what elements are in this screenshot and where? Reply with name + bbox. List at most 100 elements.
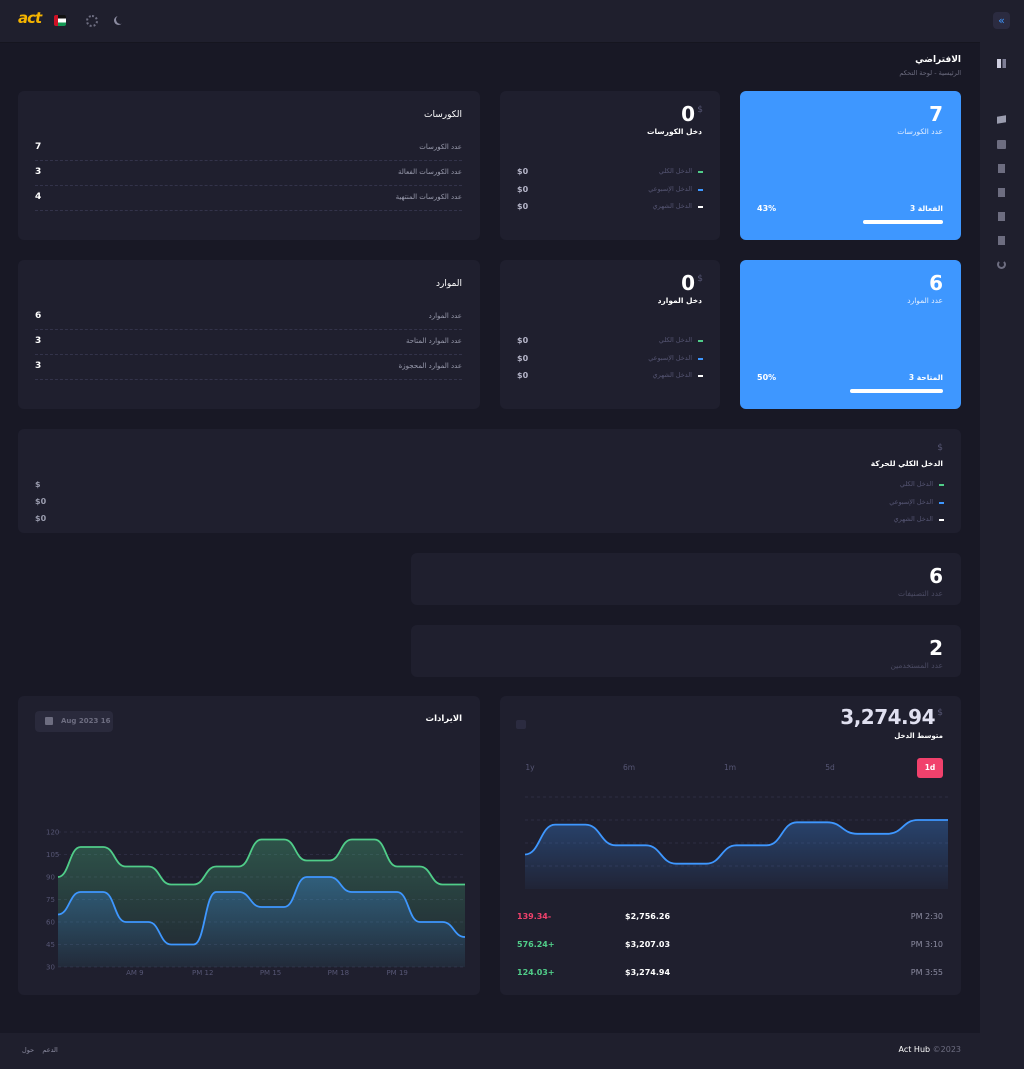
summary-card: 6 عدد الموارد المتاحة 3 50%	[740, 260, 961, 409]
price: $3,274.94	[625, 968, 671, 977]
row-label: الدخل الإسبوعي	[648, 184, 692, 193]
card-title: الدخل الكلي للحركة	[870, 459, 943, 468]
row-label: الدخل الشهري	[652, 202, 692, 210]
brand[interactable]: Act Hub	[898, 1045, 931, 1054]
revenue-card: الايرادات Aug 2023 16	[18, 696, 480, 995]
separator	[35, 329, 462, 330]
row-label: عدد الكورسات	[419, 143, 462, 151]
legend-label: الدخل الشهري	[893, 515, 933, 523]
sidebar	[980, 0, 1024, 1069]
legend-dash	[698, 188, 703, 191]
date-label: Aug 2023 16	[61, 717, 111, 725]
row-label: الدخل الكلي	[658, 167, 692, 175]
card-percent: 50%	[757, 373, 777, 382]
row-label: الدخل الكلي	[658, 336, 692, 344]
currency: $	[697, 105, 703, 115]
legend-dash	[698, 340, 703, 342]
legend-dash	[698, 171, 703, 173]
separator	[35, 354, 462, 355]
row-value: 3	[35, 361, 42, 371]
legend-dash	[939, 484, 944, 486]
range-button[interactable]: 5d	[825, 763, 835, 772]
breadcrumb-item[interactable]: الرئيسية	[938, 69, 961, 77]
income-card: 0 $ دخل الموارد الدخل الكلي $0 الدخل الإسبوعي…	[500, 260, 720, 409]
card-value: 0	[681, 271, 695, 295]
card-value: 7	[929, 102, 943, 126]
range-button[interactable]: 1d	[917, 758, 943, 778]
range-button[interactable]: 6m	[622, 763, 636, 772]
time: PM 2:30	[910, 912, 943, 921]
card-value: 0	[681, 102, 695, 126]
list-card: الموارد عدد الموارد 6 عدد الموارد المتاحة 3 ع…	[18, 260, 480, 409]
logo: act	[18, 9, 42, 27]
footer-link[interactable]: حول	[22, 1046, 35, 1054]
sidebar-icon[interactable]	[998, 164, 1005, 173]
breadcrumb-item: لوحة التحكم	[899, 69, 933, 77]
flag-icon[interactable]	[54, 15, 66, 26]
sidebar-icon[interactable]	[998, 212, 1005, 221]
theme-icon[interactable]	[116, 15, 125, 24]
card-title: الكورسات	[424, 110, 462, 120]
separator	[35, 185, 462, 186]
row-label: عدد الموارد المتاحة	[405, 337, 462, 345]
row-label: الدخل الشهري	[652, 371, 692, 379]
legend-label: الدخل الكلي	[899, 480, 933, 488]
card-status: المتاحة 3	[908, 373, 943, 382]
stat-value: 2	[929, 636, 943, 660]
list-card: الكورسات عدد الكورسات 7 عدد الكورسات الفعال…	[18, 91, 480, 240]
footer-links: الدعم حول	[22, 1046, 58, 1054]
row-amount: $0	[517, 371, 529, 380]
sidebar-toggle[interactable]: «	[993, 12, 1010, 29]
row-value: 3	[35, 167, 42, 177]
sidebar-icon[interactable]	[998, 188, 1005, 197]
range-button[interactable]: 1y	[525, 763, 535, 772]
card-value: 6	[929, 271, 943, 295]
price: $2,756.26	[625, 912, 671, 921]
card-status: الفعالة 3	[909, 204, 943, 213]
footer-brand: Act Hub ©2023	[899, 1045, 961, 1054]
footer-link[interactable]: الدعم	[42, 1046, 58, 1054]
sidebar-icon[interactable]	[998, 236, 1005, 245]
row-value: 4	[35, 192, 42, 202]
row-label: عدد الموارد المحجوزة	[398, 362, 462, 370]
row-amount: $0	[517, 353, 529, 363]
date-picker[interactable]: Aug 2023 16	[35, 711, 113, 732]
income-card: 0 $ دخل الكورسات الدخل الكلي $0 الدخل الإسبوع…	[500, 91, 720, 240]
card-title: الموارد	[436, 279, 462, 289]
row-amount: $0	[517, 336, 529, 345]
income-value: 3,274.94	[840, 705, 935, 729]
legend-dash	[939, 519, 944, 521]
range-button[interactable]: 1m	[723, 763, 737, 772]
legend-dash	[698, 375, 703, 377]
breadcrumb: الرئيسية - لوحة التحكم	[899, 69, 961, 77]
progress-bar	[849, 389, 943, 393]
apps-icon[interactable]	[86, 15, 98, 27]
card-title: الايرادات	[425, 714, 462, 724]
copyright: ©2023	[932, 1045, 961, 1054]
sidebar-icon[interactable]	[997, 140, 1006, 149]
price: $3,207.03	[625, 940, 671, 949]
row-value: 6	[35, 311, 42, 321]
page-title: الافتراضي	[915, 55, 961, 65]
sidebar-icon[interactable]	[997, 260, 1006, 269]
separator	[35, 210, 462, 211]
topbar	[0, 0, 980, 43]
value: $0	[35, 514, 47, 523]
value: $	[35, 480, 41, 489]
row-amount: $0	[517, 202, 529, 211]
legend-label: الدخل الإسبوعي	[889, 497, 933, 506]
sidebar-icon[interactable]	[997, 59, 1006, 68]
card-percent: 43%	[757, 204, 777, 213]
card-title: دخل الكورسات	[646, 127, 702, 136]
row-label: عدد الكورسات المنتهية	[395, 193, 462, 201]
stat-card: 6 عدد التصنيفات	[411, 553, 961, 605]
change: 576.24+	[517, 940, 555, 949]
income-label: متوسط الدخل	[894, 732, 943, 740]
row-amount: $0	[517, 184, 529, 194]
footer	[0, 1033, 980, 1069]
currency: $	[937, 708, 943, 718]
legend-dash	[698, 206, 703, 208]
menu-button[interactable]	[516, 720, 526, 729]
separator	[35, 160, 462, 161]
